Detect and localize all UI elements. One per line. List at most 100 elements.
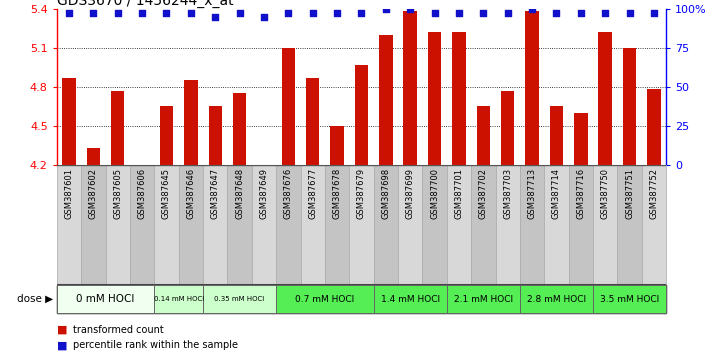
Point	[380, 6, 392, 12]
Bar	[227, 165, 252, 285]
Point	[307, 10, 319, 16]
Text: GSM387601: GSM387601	[65, 168, 74, 219]
Text: 0.7 mM HOCl: 0.7 mM HOCl	[296, 295, 355, 304]
Text: ■: ■	[57, 325, 67, 335]
Text: 3.5 mM HOCl: 3.5 mM HOCl	[600, 295, 659, 304]
Bar	[159, 106, 173, 165]
Bar	[81, 165, 106, 285]
Bar	[447, 285, 520, 313]
Bar	[130, 165, 154, 285]
Bar	[647, 89, 660, 165]
Text: GSM387648: GSM387648	[235, 168, 244, 219]
Bar	[63, 78, 76, 165]
Bar	[617, 165, 642, 285]
Point	[112, 10, 124, 16]
Text: percentile rank within the sample: percentile rank within the sample	[73, 340, 238, 350]
Bar	[569, 165, 593, 285]
Bar	[520, 165, 545, 285]
Point	[331, 10, 343, 16]
Text: GSM387750: GSM387750	[601, 168, 609, 219]
Text: 2.8 mM HOCl: 2.8 mM HOCl	[527, 295, 586, 304]
Bar	[593, 165, 617, 285]
Bar	[447, 165, 471, 285]
Bar	[184, 80, 197, 165]
Point	[210, 14, 221, 19]
Point	[550, 10, 562, 16]
Bar	[598, 32, 612, 165]
Bar	[623, 48, 636, 165]
Text: dose ▶: dose ▶	[17, 294, 53, 304]
Bar	[373, 285, 447, 313]
Bar	[593, 285, 666, 313]
Point	[356, 10, 368, 16]
Text: GDS3670 / 1456244_x_at: GDS3670 / 1456244_x_at	[57, 0, 234, 8]
Bar	[282, 48, 295, 165]
Bar	[57, 165, 81, 285]
Point	[87, 10, 99, 16]
Bar	[154, 285, 203, 313]
Text: 0.14 mM HOCl: 0.14 mM HOCl	[154, 296, 204, 302]
Text: GSM387678: GSM387678	[333, 168, 341, 219]
Bar	[520, 285, 593, 313]
Bar	[496, 165, 520, 285]
Text: GSM387700: GSM387700	[430, 168, 439, 219]
Text: GSM387676: GSM387676	[284, 168, 293, 219]
Point	[404, 6, 416, 12]
Bar	[331, 126, 344, 165]
Bar	[106, 165, 130, 285]
Bar	[306, 78, 320, 165]
Point	[136, 10, 148, 16]
Bar	[178, 165, 203, 285]
Text: GSM387713: GSM387713	[528, 168, 537, 219]
Text: GSM387702: GSM387702	[479, 168, 488, 219]
Bar	[252, 165, 276, 285]
Text: GSM387703: GSM387703	[503, 168, 513, 219]
Bar	[471, 165, 496, 285]
Bar	[550, 106, 563, 165]
Text: GSM387646: GSM387646	[186, 168, 195, 219]
Text: GSM387701: GSM387701	[454, 168, 464, 219]
Point	[185, 10, 197, 16]
Point	[161, 10, 173, 16]
Bar	[203, 285, 276, 313]
Bar	[57, 285, 154, 313]
Bar	[545, 165, 569, 285]
Bar	[398, 165, 422, 285]
Point	[575, 10, 587, 16]
Text: GSM387677: GSM387677	[308, 168, 317, 219]
Text: GSM387647: GSM387647	[210, 168, 220, 219]
Text: GSM387645: GSM387645	[162, 168, 171, 219]
Point	[63, 10, 75, 16]
Point	[429, 10, 440, 16]
Point	[502, 10, 513, 16]
Point	[599, 10, 611, 16]
Bar	[154, 165, 178, 285]
Bar	[233, 93, 246, 165]
Text: 1.4 mM HOCl: 1.4 mM HOCl	[381, 295, 440, 304]
Bar	[355, 65, 368, 165]
Text: 0 mM HOCl: 0 mM HOCl	[76, 294, 135, 304]
Text: GSM387606: GSM387606	[138, 168, 146, 219]
Text: 2.1 mM HOCl: 2.1 mM HOCl	[454, 295, 513, 304]
Bar	[526, 11, 539, 165]
Text: ■: ■	[57, 340, 67, 350]
Point	[282, 10, 294, 16]
Point	[258, 14, 270, 19]
Bar	[87, 148, 100, 165]
Point	[234, 10, 245, 16]
Bar	[422, 165, 447, 285]
Bar	[501, 91, 515, 165]
Bar	[379, 35, 392, 165]
Bar	[349, 165, 373, 285]
Bar	[276, 165, 301, 285]
Point	[478, 10, 489, 16]
Text: GSM387716: GSM387716	[577, 168, 585, 219]
Text: GSM387602: GSM387602	[89, 168, 98, 219]
Bar	[403, 11, 417, 165]
Bar	[428, 32, 441, 165]
Text: GSM387752: GSM387752	[649, 168, 658, 219]
Point	[648, 10, 660, 16]
Text: GSM387699: GSM387699	[405, 168, 415, 219]
Point	[453, 10, 464, 16]
Text: GSM387679: GSM387679	[357, 168, 366, 219]
